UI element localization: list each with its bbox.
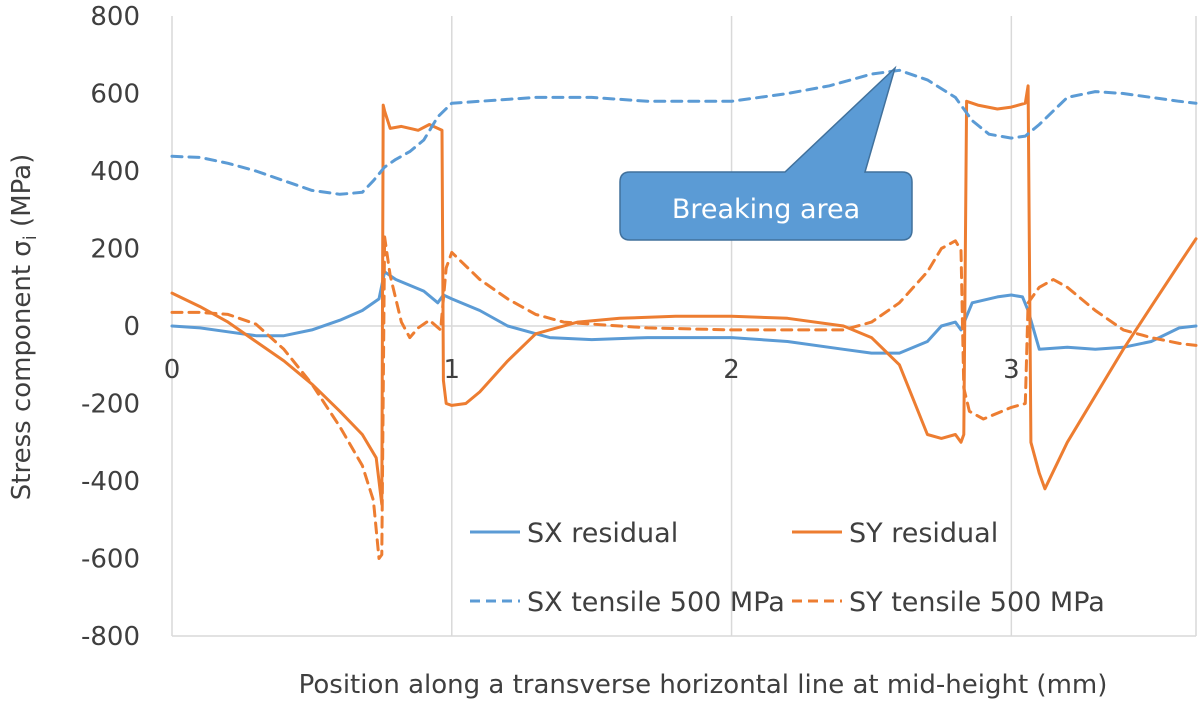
x-tick-label-0: 0 — [164, 355, 181, 385]
y-tick-label-0: 0 — [123, 312, 140, 342]
y-tick-label--400: -400 — [81, 467, 140, 497]
callout-breaking-area: Breaking area — [619, 65, 913, 241]
y-tick-label-600: 600 — [90, 80, 140, 110]
legend-label-sy-tensile: SY tensile 500 MPa — [849, 587, 1105, 618]
x-tick-label-3: 3 — [1003, 355, 1020, 385]
y-tick-label--600: -600 — [81, 545, 140, 575]
callout-text: Breaking area — [672, 194, 860, 225]
legend-label-sx-tensile: SX tensile 500 MPa — [527, 587, 785, 618]
y-axis-title-main: Stress component σ — [7, 240, 37, 500]
x-axis-title: Position along a transverse horizontal l… — [299, 670, 1108, 700]
y-tick-label--800: -800 — [81, 622, 140, 652]
series-lines — [170, 68, 1198, 560]
series-line-sy-residual — [170, 84, 1198, 506]
callout-box — [619, 65, 913, 241]
tick-labels: 800 600 400 200 0 -200 -400 -600 -800 0 1 2 3 — [81, 2, 1020, 652]
y-axis-title-unit: (MPa) — [7, 154, 37, 235]
y-tick-label--200: -200 — [81, 390, 140, 420]
legend: SX residual SY residual SX tensile 500 M… — [470, 518, 1105, 618]
series-line-sx-tensile-500-mpa — [170, 68, 1198, 196]
x-tick-label-1: 1 — [444, 355, 461, 385]
legend-label-sx-residual: SX residual — [527, 518, 678, 549]
y-axis-title: Stress component σi (MPa) — [7, 154, 41, 500]
legend-label-sy-residual: SY residual — [849, 518, 998, 549]
y-axis-title-subscript: i — [20, 235, 41, 240]
x-tick-label-2: 2 — [723, 355, 740, 385]
series-line-sx-residual — [170, 270, 1198, 355]
y-tick-label-200: 200 — [90, 235, 140, 265]
y-tick-label-800: 800 — [90, 2, 140, 32]
y-tick-label-400: 400 — [90, 157, 140, 187]
series-line-sy-tensile-500-mpa — [170, 235, 1198, 560]
